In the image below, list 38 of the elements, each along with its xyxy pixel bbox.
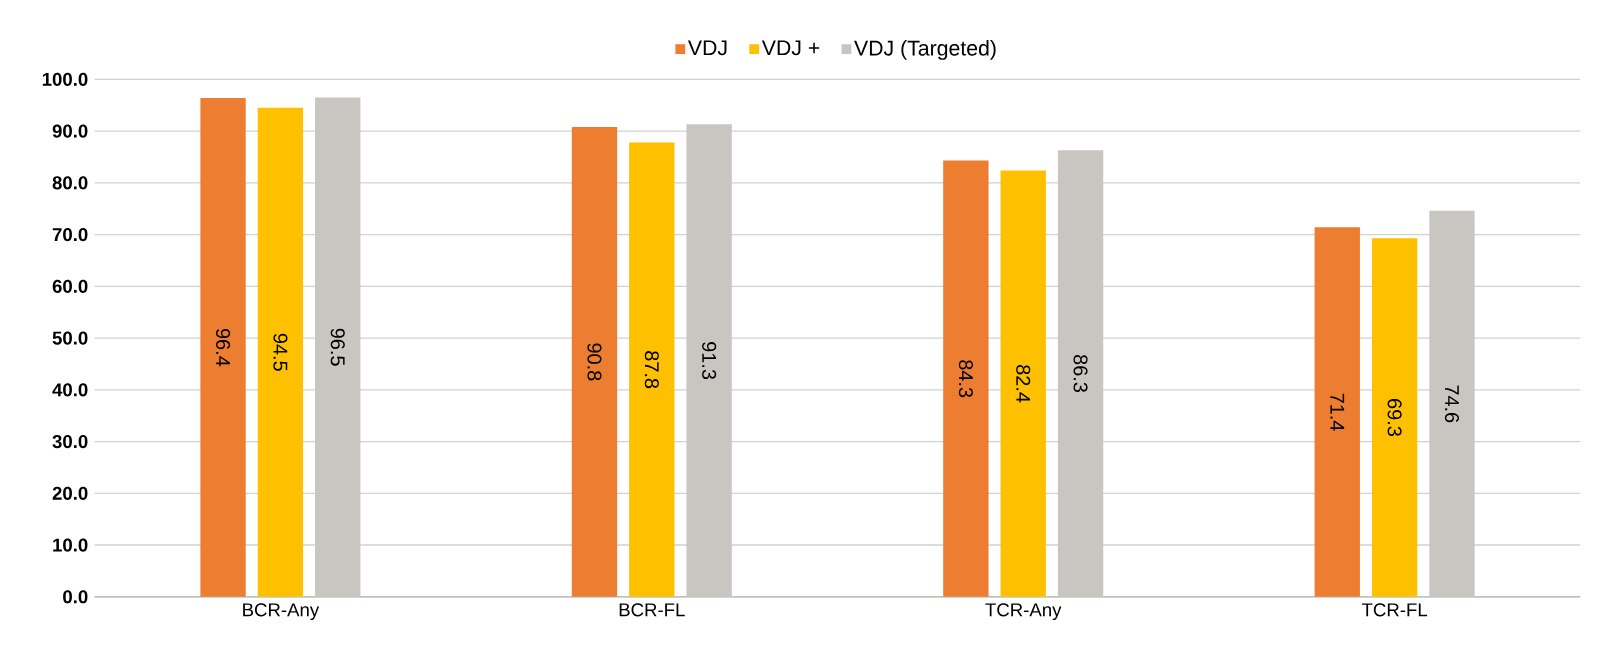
bar (1371, 238, 1418, 597)
x-tick-label: TCR-Any (985, 603, 1062, 621)
bar (1000, 170, 1046, 597)
y-tick-label: 50.0 (52, 331, 88, 345)
y-tick-label: 60.0 (52, 279, 88, 293)
bar (629, 142, 675, 597)
y-tick-label: 80.0 (52, 176, 88, 190)
data-label: 96.4 (216, 328, 231, 367)
data-label: 86.3 (1073, 354, 1088, 392)
bar (571, 126, 618, 597)
data-label: 69.3 (1387, 399, 1402, 436)
y-tick-label: 10.0 (53, 538, 88, 552)
y-tick-label: 20.0 (52, 486, 88, 500)
data-label: 84.3 (958, 360, 973, 398)
legend-label: VDJ (Targeted) (854, 39, 996, 60)
bar (943, 160, 989, 597)
y-tick-label: 0.0 (63, 590, 88, 604)
data-label: 74.6 (1444, 385, 1460, 423)
y-tick-label: 90.0 (52, 124, 88, 138)
data-label: 82.4 (1016, 365, 1031, 403)
x-tick-label: BCR-FL (619, 603, 685, 617)
data-label: 71.4 (1330, 393, 1345, 431)
y-tick-label: 100.0 (42, 72, 88, 86)
data-label: 90.8 (587, 343, 602, 381)
data-label: 96.5 (330, 328, 345, 366)
bar (257, 107, 304, 597)
x-tick-label: TCR-FL (1361, 603, 1428, 617)
y-tick-label: 30.0 (52, 434, 88, 449)
data-label: 91.3 (702, 342, 717, 380)
legend-label: VDJ + (761, 40, 820, 56)
data-label: 87.8 (644, 351, 659, 389)
x-tick-label: BCR-Any (243, 603, 320, 621)
bar (1314, 227, 1360, 597)
bar (200, 97, 246, 597)
y-tick-label: 70.0 (52, 227, 88, 242)
legend-label: VDJ (687, 40, 727, 56)
data-label: 94.5 (273, 333, 288, 371)
y-tick-label: 40.0 (52, 383, 88, 397)
